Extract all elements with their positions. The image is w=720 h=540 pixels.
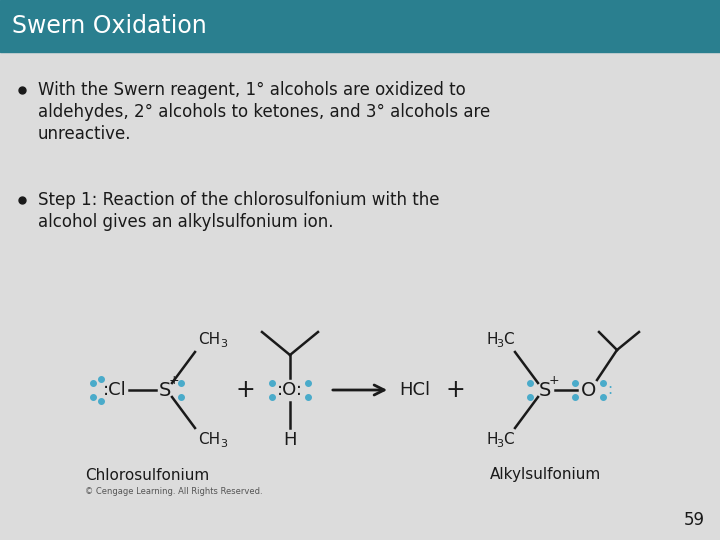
Text: 3: 3 (220, 339, 227, 349)
Bar (0, 0, 720, 52)
Text: Chlorosulfonium: Chlorosulfonium (85, 468, 210, 483)
Text: 3: 3 (220, 439, 227, 449)
Text: C: C (503, 333, 513, 348)
Text: H: H (487, 333, 498, 348)
Text: Step 1: Reaction of the chlorosulfonium with the: Step 1: Reaction of the chlorosulfonium … (38, 191, 439, 209)
Text: aldehydes, 2° alcohols to ketones, and 3° alcohols are: aldehydes, 2° alcohols to ketones, and 3… (38, 103, 490, 121)
Text: 3: 3 (496, 339, 503, 349)
Text: H: H (487, 433, 498, 448)
Text: +: + (549, 374, 559, 387)
Text: +: + (235, 378, 255, 402)
Text: With the Swern reagent, 1° alcohols are oxidized to: With the Swern reagent, 1° alcohols are … (38, 81, 466, 99)
Text: :O:: :O: (277, 381, 303, 399)
Text: S: S (159, 381, 171, 400)
Text: © Cengage Learning. All Rights Reserved.: © Cengage Learning. All Rights Reserved. (85, 488, 263, 496)
Text: :Cl: :Cl (103, 381, 127, 399)
Text: O: O (581, 381, 597, 400)
Text: CH: CH (198, 333, 220, 348)
Text: Swern Oxidation: Swern Oxidation (12, 14, 207, 38)
Text: Alkylsulfonium: Alkylsulfonium (490, 468, 601, 483)
Text: +: + (168, 374, 179, 387)
Text: 3: 3 (496, 439, 503, 449)
Text: C: C (503, 433, 513, 448)
Text: unreactive.: unreactive. (38, 125, 132, 143)
Text: 59: 59 (684, 511, 705, 529)
Text: :: : (607, 382, 612, 397)
Text: +: + (445, 378, 465, 402)
Text: HCl: HCl (400, 381, 431, 399)
Text: S: S (539, 381, 552, 400)
Text: CH: CH (198, 433, 220, 448)
Text: H: H (283, 431, 297, 449)
Text: alcohol gives an alkylsulfonium ion.: alcohol gives an alkylsulfonium ion. (38, 213, 333, 231)
